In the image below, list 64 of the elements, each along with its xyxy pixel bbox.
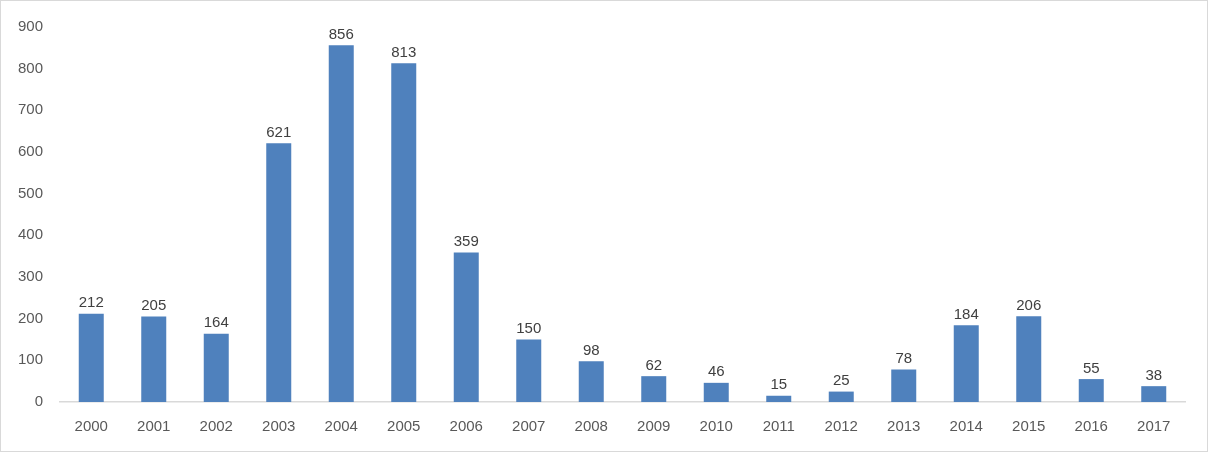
x-tick-label: 2005 bbox=[387, 417, 421, 435]
y-tick-label: 400 bbox=[17, 225, 43, 243]
data-label: 621 bbox=[266, 122, 292, 140]
x-tick-label: 2014 bbox=[949, 417, 983, 435]
x-tick-label: 2008 bbox=[574, 417, 608, 435]
bar bbox=[1016, 316, 1042, 402]
data-label: 164 bbox=[203, 313, 229, 331]
data-label: 62 bbox=[645, 355, 663, 373]
data-label: 78 bbox=[895, 349, 913, 367]
bar bbox=[266, 143, 292, 402]
x-tick-label: 2011 bbox=[762, 417, 795, 435]
bar bbox=[578, 361, 604, 402]
bar bbox=[328, 45, 354, 402]
x-tick-label: 2015 bbox=[1012, 417, 1046, 435]
y-tick-label: 700 bbox=[17, 100, 43, 118]
x-tick-label: 2012 bbox=[824, 417, 858, 435]
data-label: 856 bbox=[328, 24, 354, 42]
bar bbox=[516, 339, 542, 402]
x-tick-label: 2009 bbox=[637, 417, 671, 435]
bar bbox=[141, 316, 167, 402]
bar bbox=[703, 382, 729, 402]
x-tick-label: 2010 bbox=[699, 417, 733, 435]
data-label: 46 bbox=[707, 362, 725, 380]
bar bbox=[1141, 386, 1167, 402]
x-tick-label: 2007 bbox=[512, 417, 546, 435]
data-label: 359 bbox=[453, 232, 479, 250]
data-label: 55 bbox=[1082, 358, 1100, 376]
y-tick-label: 200 bbox=[17, 308, 43, 326]
bar bbox=[828, 391, 854, 402]
data-label: 25 bbox=[832, 371, 850, 389]
data-label: 212 bbox=[78, 293, 104, 311]
bar bbox=[766, 395, 792, 402]
bar bbox=[78, 313, 104, 402]
data-label: 150 bbox=[516, 319, 542, 337]
x-tick-label: 2006 bbox=[449, 417, 483, 435]
bar bbox=[641, 376, 667, 402]
x-tick-label: 2017 bbox=[1137, 417, 1171, 435]
x-tick-label: 2003 bbox=[262, 417, 296, 435]
y-tick-label: 800 bbox=[17, 58, 43, 76]
y-tick-label: 600 bbox=[17, 142, 43, 160]
y-tick-label: 500 bbox=[17, 183, 43, 201]
data-label: 98 bbox=[582, 340, 600, 358]
data-label: 813 bbox=[391, 42, 417, 60]
bar bbox=[891, 369, 917, 402]
x-tick-label: 2004 bbox=[324, 417, 358, 435]
data-label: 15 bbox=[770, 375, 788, 393]
bar bbox=[953, 325, 979, 402]
y-tick-label: 900 bbox=[17, 17, 43, 35]
x-tick-label: 2000 bbox=[74, 417, 108, 435]
x-tick-label: 2001 bbox=[137, 417, 171, 435]
data-label: 206 bbox=[1016, 295, 1042, 313]
data-label: 38 bbox=[1145, 365, 1163, 383]
bar bbox=[453, 252, 479, 402]
data-label: 184 bbox=[953, 304, 979, 322]
bar bbox=[1078, 379, 1104, 402]
x-tick-label: 2002 bbox=[199, 417, 233, 435]
y-tick-label: 100 bbox=[17, 350, 43, 368]
bar bbox=[391, 63, 417, 402]
y-tick-label: 0 bbox=[34, 392, 43, 410]
bar bbox=[203, 333, 229, 402]
data-label: 205 bbox=[141, 296, 167, 314]
x-tick-label: 2016 bbox=[1074, 417, 1108, 435]
x-tick-label: 2013 bbox=[887, 417, 921, 435]
y-tick-label: 300 bbox=[17, 267, 43, 285]
